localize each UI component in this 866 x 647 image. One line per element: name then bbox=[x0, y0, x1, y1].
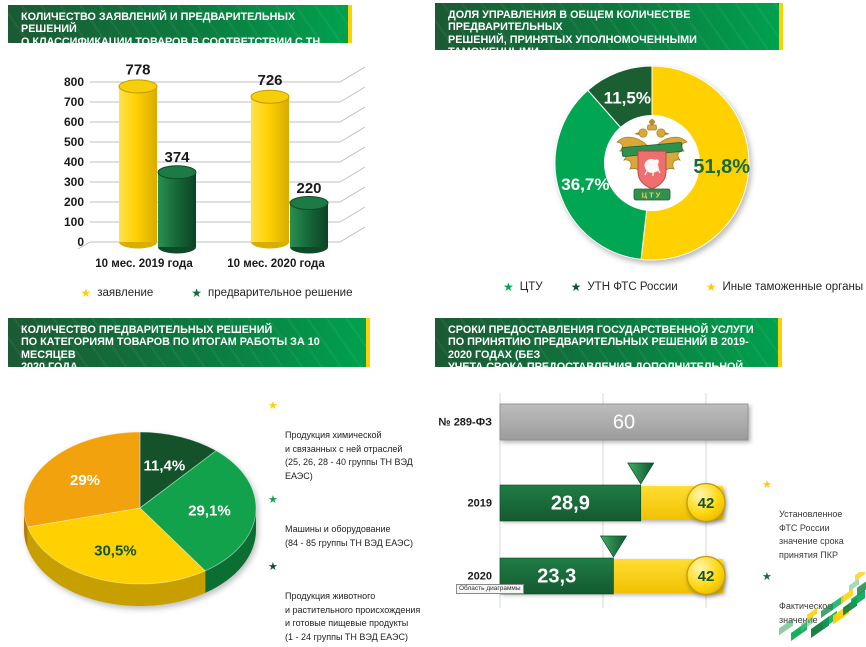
svg-text:600: 600 bbox=[64, 115, 84, 129]
svg-text:11,4%: 11,4% bbox=[144, 457, 186, 474]
legend-item-application: ★ заявление bbox=[80, 287, 153, 299]
svg-text:500: 500 bbox=[64, 135, 84, 149]
svg-text:42: 42 bbox=[698, 495, 715, 512]
svg-text:10 мес. 2019 года: 10 мес. 2019 года bbox=[95, 258, 193, 270]
star-icon: ★ bbox=[762, 571, 772, 583]
svg-text:700: 700 bbox=[64, 95, 84, 109]
title-service-terms: СРОКИ ПРЕДОСТАВЛЕНИЯ ГОСУДАРСТВЕННОЙ УСЛ… bbox=[435, 318, 782, 386]
star-icon: ★ bbox=[268, 561, 278, 573]
star-icon: ★ bbox=[80, 286, 92, 300]
legend-item-utn: ★ УТН ФТС России bbox=[571, 281, 678, 293]
legend-label: УТН ФТС России bbox=[587, 281, 678, 293]
legend-label: Иные таможенные органы bbox=[722, 281, 864, 293]
svg-text:28,9: 28,9 bbox=[551, 493, 590, 515]
emblem-rider bbox=[644, 159, 659, 173]
legend-item-machines: ★ Машины и оборудование (84 - 85 группы … bbox=[268, 494, 433, 550]
star-icon: ★ bbox=[503, 280, 514, 294]
svg-text:36,7%: 36,7% bbox=[561, 175, 609, 194]
legend-label: Установленное ФТС России значение срока … bbox=[779, 509, 844, 560]
star-icon: ★ bbox=[268, 494, 278, 506]
applications-decisions-bar-chart: 0 100 200 300 400 500 600 700 800 778 374 10 мес. 2… bbox=[64, 61, 366, 270]
legend-item-ctu: ★ ЦТУ bbox=[503, 281, 543, 293]
terms-legend: ★ Установленное ФТС России значение срок… bbox=[762, 479, 862, 640]
svg-text:220: 220 bbox=[296, 180, 321, 197]
emblem-ribbon bbox=[633, 188, 671, 201]
legend-label: предварительное решение bbox=[208, 287, 353, 299]
legend-label: Продукция животного и растительного прои… bbox=[285, 591, 421, 642]
svg-text:374: 374 bbox=[164, 149, 190, 166]
svg-text:10 мес. 2020 года: 10 мес. 2020 года bbox=[227, 258, 325, 270]
svg-text:0: 0 bbox=[77, 235, 84, 249]
legend-item-actual-value: ★ Фактическое значение bbox=[762, 571, 862, 627]
svg-text:42: 42 bbox=[698, 568, 715, 585]
svg-text:200: 200 bbox=[64, 195, 84, 209]
svg-text:№ 289-ФЗ: № 289-ФЗ bbox=[438, 417, 492, 429]
legend-item-chemical: ★ Продукция химической и связанных с ней… bbox=[268, 400, 433, 483]
legend-label: заявление bbox=[97, 287, 154, 299]
legend-label: Машины и оборудование (84 - 85 группы ТН… bbox=[285, 524, 413, 548]
legend-label: Продукция химической и связанных с ней о… bbox=[285, 430, 413, 481]
authority-legend: ★ ЦТУ ★ УТН ФТС России ★ Иные таможенные… bbox=[503, 281, 863, 293]
legend-label: ЦТУ bbox=[519, 281, 543, 293]
star-icon: ★ bbox=[570, 280, 582, 294]
title-applications-decisions: КОЛИЧЕСТВО ЗАЯВЛЕНИЙ И ПРЕДВАРИТЕЛЬНЫХ Р… bbox=[8, 5, 352, 60]
svg-text:30,5%: 30,5% bbox=[94, 543, 137, 560]
star-icon: ★ bbox=[762, 479, 772, 491]
legend-item-set-term: ★ Установленное ФТС России значение срок… bbox=[762, 479, 862, 562]
star-icon: ★ bbox=[705, 280, 717, 294]
svg-text:300: 300 bbox=[64, 175, 84, 189]
svg-text:51,8%: 51,8% bbox=[693, 156, 750, 178]
star-icon: ★ bbox=[268, 400, 278, 412]
legend-item-animal-products: ★ Продукция животного и растительного пр… bbox=[268, 561, 433, 644]
title-category-share: КОЛИЧЕСТВО ПРЕДВАРИТЕЛЬНЫХ РЕШЕНИЙ ПО КА… bbox=[8, 318, 370, 373]
ctu-emblem: ЦТУ bbox=[616, 119, 688, 201]
svg-text:400: 400 bbox=[64, 155, 84, 169]
applications-legend: ★ заявление ★ предварительное решение bbox=[0, 287, 433, 299]
star-icon: ★ bbox=[191, 286, 203, 300]
svg-text:726: 726 bbox=[257, 72, 282, 89]
svg-text:778: 778 bbox=[125, 61, 150, 78]
legend-item-other-authorities: ★ Иные таможенные органы bbox=[706, 281, 863, 293]
service-terms-bar-chart: № 289-ФЗ 60 2019 28,9 42 2020 23,3 42 bbox=[438, 393, 749, 608]
title-authority-share: ДОЛЯ УПРАВЛЕНИЯ В ОБЩЕМ КОЛИЧЕСТВЕ ПРЕДВ… bbox=[435, 3, 783, 71]
svg-text:29%: 29% bbox=[70, 472, 100, 489]
category-share-pie-chart: 11,4% 29,1% 30,5% 29% bbox=[23, 431, 257, 606]
svg-text:800: 800 bbox=[64, 75, 84, 89]
legend-label: Фактическое значение bbox=[779, 601, 833, 625]
legend-item-preliminary-decision: ★ предварительное решение bbox=[191, 287, 352, 299]
svg-text:60: 60 bbox=[613, 412, 635, 434]
svg-text:29,1%: 29,1% bbox=[188, 503, 231, 520]
svg-text:11,5%: 11,5% bbox=[604, 89, 651, 108]
svg-text:2019: 2019 bbox=[468, 498, 492, 510]
chart-area-tooltip: Область диаграммы bbox=[456, 584, 524, 594]
emblem-label: ЦТУ bbox=[642, 191, 663, 200]
svg-text:23,3: 23,3 bbox=[537, 566, 576, 588]
category-legend: ★ Продукция химической и связанных с ней… bbox=[268, 400, 433, 647]
corner-decoration-icon bbox=[779, 572, 866, 641]
svg-text:100: 100 bbox=[64, 215, 84, 229]
svg-text:2020: 2020 bbox=[468, 571, 492, 583]
